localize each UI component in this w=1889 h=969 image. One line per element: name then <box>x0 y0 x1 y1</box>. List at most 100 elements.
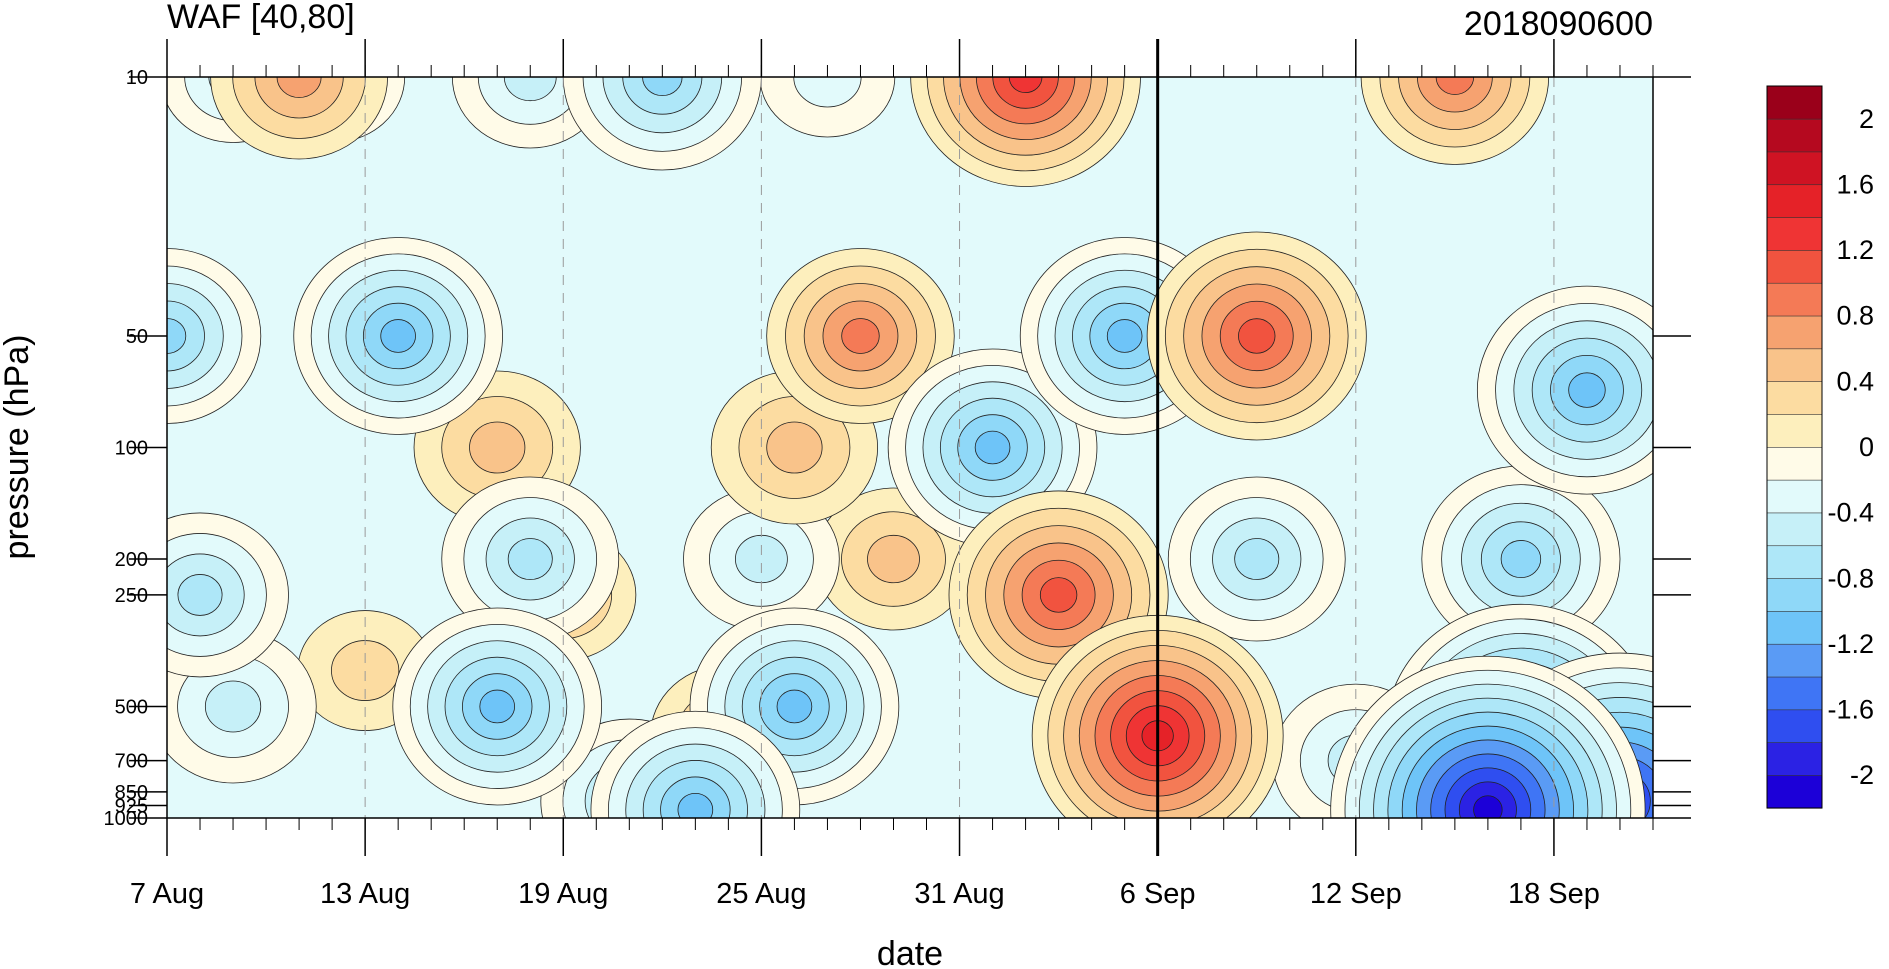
y-tick-label: 50 <box>126 326 148 348</box>
contour-ring <box>479 689 516 724</box>
colorbar-swatch <box>1766 545 1823 579</box>
colorbar-swatch <box>1766 479 1823 514</box>
y-tick-label: 250 <box>115 585 148 607</box>
contour-ring <box>841 318 880 354</box>
contour-ring <box>766 421 823 474</box>
colorbar-label: -0.8 <box>1827 563 1874 593</box>
x-tick-label: 18 Sep <box>1508 878 1600 910</box>
contour-feature <box>167 512 289 678</box>
colorbar-swatch <box>1766 348 1823 382</box>
contour-ring <box>1238 318 1276 354</box>
contour-ring <box>167 318 187 354</box>
contour-ring <box>867 534 920 584</box>
colorbar-swatch <box>1766 85 1823 120</box>
contour-feature <box>1421 465 1621 653</box>
contour-feature <box>766 248 955 424</box>
contour-ring <box>776 689 813 724</box>
colorbar-label: 1.2 <box>1836 235 1874 265</box>
contour-ring <box>793 77 862 108</box>
contour-ring <box>1106 319 1143 353</box>
contour-ring <box>1568 372 1606 408</box>
contour-feature <box>293 237 503 435</box>
contour-feature <box>910 77 1141 187</box>
y-axis-label: pressure (hPa) <box>0 335 36 560</box>
colorbar-label: -2 <box>1850 760 1874 790</box>
x-tick-label: 13 Aug <box>320 878 410 910</box>
x-tick-label: 12 Sep <box>1310 878 1402 910</box>
x-tick-label: 19 Aug <box>518 878 608 910</box>
contour-ring <box>1435 77 1475 95</box>
colorbar-swatch <box>1766 774 1823 809</box>
contour-ring <box>276 77 322 98</box>
colorbar-swatch <box>1766 118 1823 153</box>
y-tick-label: 10 <box>126 67 148 89</box>
colorbar-swatch <box>1766 643 1823 678</box>
x-tick-label: 7 Aug <box>130 878 204 910</box>
contour-feature <box>1146 231 1367 441</box>
contour-field <box>167 77 1653 818</box>
colorbar-swatch <box>1766 742 1823 776</box>
chart-title: WAF [40,80] <box>167 0 355 36</box>
colorbar-label: 2 <box>1859 104 1874 134</box>
colorbar-label: 0.4 <box>1836 366 1874 396</box>
colorbar-swatch <box>1766 446 1823 481</box>
contour-ring <box>1473 795 1503 818</box>
contour-ring <box>177 574 223 616</box>
chart-timestamp: 2018090600 <box>1464 5 1653 43</box>
colorbar-swatch <box>1766 512 1823 547</box>
y-tick-label: 925 <box>115 795 148 817</box>
colorbar-label: -1.6 <box>1827 695 1874 725</box>
colorbar-swatch <box>1766 577 1823 612</box>
y-tick-label: 200 <box>115 549 148 571</box>
contour-ring <box>677 792 714 818</box>
contour-feature <box>1476 285 1653 495</box>
y-tick-label: 500 <box>115 696 148 718</box>
y-tick-label: 1000 <box>104 808 149 830</box>
colorbar-swatch <box>1766 381 1823 415</box>
contour-ring <box>735 534 788 584</box>
colorbar-swatch <box>1766 151 1823 186</box>
contour-ring <box>204 680 262 733</box>
contour-feature <box>1330 655 1646 818</box>
colorbar-swatch <box>1766 676 1823 711</box>
contour-feature <box>210 77 388 160</box>
contour-ring <box>1234 538 1280 580</box>
contour-ring <box>507 538 553 580</box>
colorbar-frame <box>1766 85 1823 809</box>
colorbar-swatch <box>1766 709 1823 743</box>
y-tick-label: 700 <box>115 751 148 773</box>
x-axis: 7 Aug 13 Aug 19 Aug 25 Aug 31 Aug 6 Sep 12 Sep… <box>130 39 1654 910</box>
contour-feature <box>759 77 896 138</box>
contour-ring <box>503 77 557 102</box>
contour-ring <box>1500 540 1542 579</box>
colorbar-swatch <box>1766 282 1823 317</box>
colorbar-label: 1.6 <box>1836 169 1874 199</box>
contour-feature <box>167 248 262 424</box>
colorbar-label: -1.2 <box>1827 629 1874 659</box>
colorbar-label: -0.4 <box>1827 498 1874 528</box>
y-tick-label: 850 <box>115 782 148 804</box>
contour-feature <box>1167 476 1346 642</box>
colorbar-swatch <box>1766 315 1823 350</box>
x-tick-label: 6 Sep <box>1120 878 1196 910</box>
colorbar: 2 1.6 1.2 0.8 0.4 0 -0.4 -0.8 -1.2 -1.6 -2 <box>1766 85 1874 809</box>
colorbar-swatch <box>1766 249 1823 284</box>
y-tick-label: 100 <box>115 438 148 460</box>
x-tick-label: 31 Aug <box>914 878 1004 910</box>
colorbar-swatch <box>1766 216 1823 251</box>
colorbar-swatch <box>1766 413 1823 448</box>
contour-ring <box>1039 577 1078 613</box>
x-axis-label: date <box>877 935 943 969</box>
x-tick-label: 25 Aug <box>716 878 806 910</box>
colorbar-swatch <box>1766 184 1823 218</box>
contour-feature <box>392 607 603 806</box>
contour-feature <box>1360 77 1550 165</box>
contour-ring <box>380 319 416 353</box>
contour-ring <box>974 430 1011 465</box>
colorbar-swatch <box>1766 610 1823 645</box>
contour-feature <box>590 710 801 818</box>
colorbar-label: 0 <box>1859 432 1874 462</box>
colorbar-label: 0.8 <box>1836 301 1874 331</box>
